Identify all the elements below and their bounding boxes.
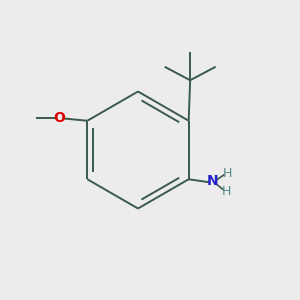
Text: N: N bbox=[207, 174, 218, 188]
Text: O: O bbox=[53, 111, 65, 125]
Text: H: H bbox=[223, 167, 232, 180]
Text: H: H bbox=[221, 185, 231, 198]
